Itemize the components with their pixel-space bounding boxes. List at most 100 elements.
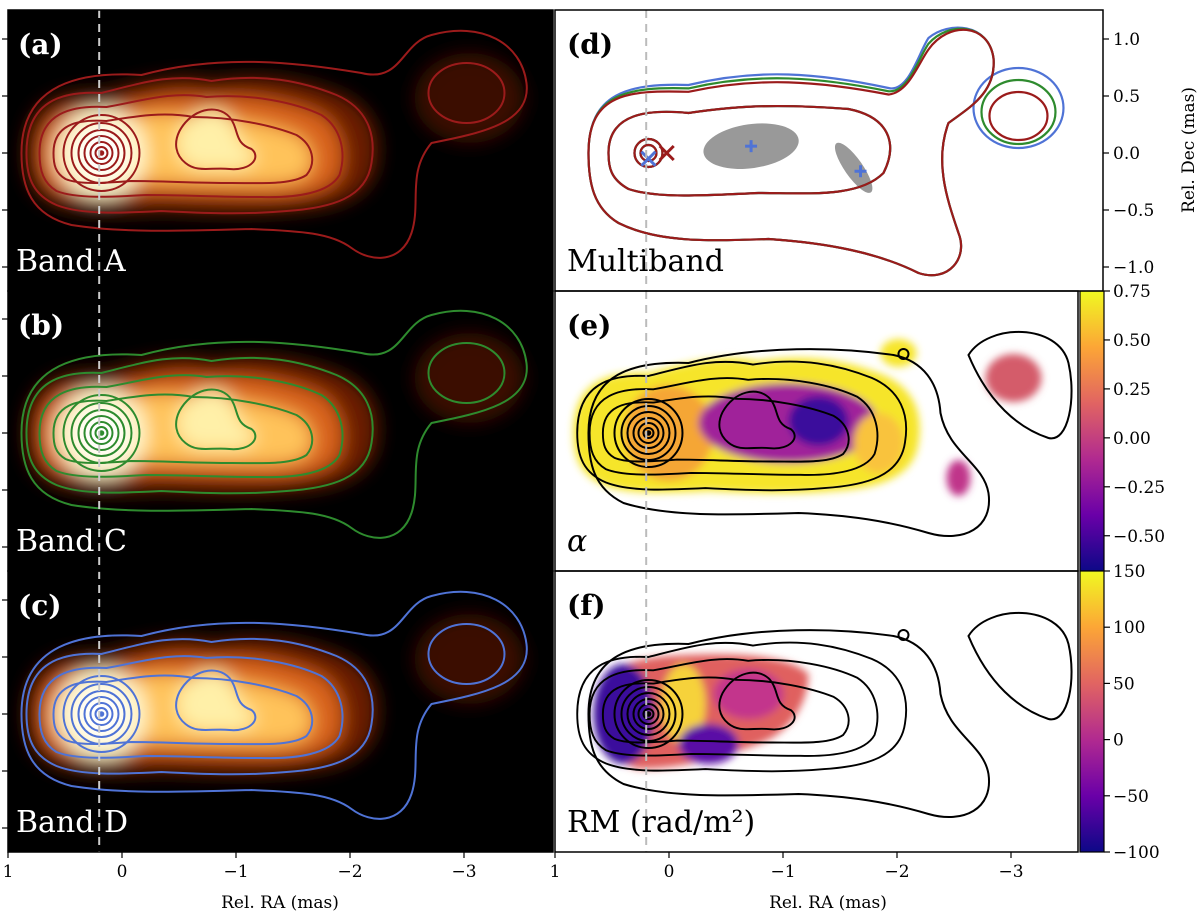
dec-tick-label: −0.5 — [1113, 201, 1154, 221]
dec-tick-label: 0.5 — [1113, 87, 1140, 107]
colorbar-gradient — [1079, 290, 1105, 572]
dec-tick-label: 1.0 — [1113, 30, 1140, 50]
contour-outer — [587, 629, 990, 819]
contour-faint-blob — [980, 78, 1057, 146]
colorbar-e: 0.75 0.50 0.25 0.00 −0.25 −0.50 — [1079, 282, 1165, 572]
colorbar-gradient — [1079, 570, 1105, 853]
contour-core-0 — [62, 114, 141, 192]
dec-axis-label: Rel. Dec (mas) — [1179, 87, 1199, 213]
ra-tick-label: 1 — [550, 862, 561, 882]
contour-core-3 — [83, 415, 120, 451]
contours — [576, 611, 1073, 819]
contour-core-4 — [89, 421, 114, 445]
contour-core-2 — [77, 129, 126, 177]
band-label: Band C — [16, 524, 127, 559]
map-region — [678, 724, 739, 764]
dec-tick-label: 0.0 — [1113, 144, 1140, 164]
contour-core-3 — [632, 417, 665, 449]
core-dot — [98, 150, 105, 156]
contour-outer — [587, 348, 990, 538]
panel-label: (a) — [18, 28, 63, 61]
panel-b: (b) Band C — [8, 291, 553, 571]
panel-label: (b) — [18, 309, 64, 342]
colorbar-f: 150 100 50 0 −50 −100 — [1079, 562, 1160, 863]
ra-tick-label: −1 — [770, 862, 795, 882]
colorbar-tick-label: 0 — [1113, 731, 1124, 751]
ra-axis-label: Rel. RA (mas) — [221, 893, 339, 913]
map-region — [788, 396, 849, 446]
band-label: Band D — [16, 805, 128, 840]
map-region — [853, 413, 904, 473]
panel-d: (d) Multiband — [555, 10, 1103, 291]
contours — [20, 29, 528, 259]
contour-faint-blob — [967, 611, 1073, 721]
glow-faint-blob — [414, 614, 525, 704]
contour-core-4 — [637, 422, 660, 444]
contour-core-5 — [94, 707, 109, 721]
colorbar-tick-label: 100 — [1113, 618, 1145, 638]
core-dot — [98, 711, 105, 717]
contour-core-0 — [613, 679, 684, 749]
component-marker — [854, 165, 867, 178]
band-label: Multiband — [567, 244, 724, 279]
ra-tick-label: −2 — [337, 862, 362, 882]
panel-c: (c) Band D — [8, 571, 553, 852]
contour-faint-blob — [967, 330, 1073, 440]
contours — [576, 330, 1073, 538]
contours — [20, 309, 528, 539]
panel-label: (d) — [567, 28, 613, 61]
glow-faint-blob — [414, 53, 525, 143]
contour-core-3 — [632, 698, 665, 730]
ra-axis-label: Rel. RA (mas) — [769, 893, 887, 913]
component-ellipse — [834, 142, 873, 193]
contour-core-0 — [62, 394, 141, 472]
contour-small-ring — [897, 629, 910, 641]
map-region — [661, 664, 706, 744]
band-label: Band A — [16, 244, 126, 279]
contour-faint-blob — [427, 623, 506, 685]
contour-core-2 — [77, 409, 126, 457]
left-frame — [7, 570, 554, 853]
contour-core-3 — [83, 696, 120, 732]
contour-core-0 — [613, 398, 684, 468]
ra-tick-label: −3 — [451, 862, 476, 882]
contour-faint-blob — [972, 66, 1065, 150]
ra-tick-label: 0 — [117, 862, 128, 882]
colorbar-tick-label: 0.50 — [1113, 331, 1151, 351]
colorbar-tick-label: 0.00 — [1113, 429, 1151, 449]
contour-outer — [20, 309, 528, 539]
map-region — [713, 669, 784, 719]
contour-core-0 — [62, 675, 141, 753]
contour-core-5 — [642, 427, 655, 439]
panel-f: (f) RM (rad/m²) — [555, 571, 1078, 852]
contour-core-2 — [77, 690, 126, 738]
contours — [20, 590, 528, 820]
contour-core-4 — [89, 141, 114, 165]
contour-faint-blob — [988, 90, 1049, 142]
contour-faint-blob — [427, 62, 506, 124]
contour-outer — [587, 28, 995, 277]
contour-core-4 — [637, 703, 660, 725]
contour-core-3 — [83, 135, 120, 171]
colorbar-tick-label: 150 — [1113, 562, 1145, 582]
contour-core-1 — [70, 402, 133, 464]
map-region — [946, 460, 971, 496]
component-marker — [745, 140, 758, 153]
core-dot — [645, 711, 652, 717]
core-dot — [645, 430, 652, 436]
panel-e: (e) α — [555, 291, 1078, 571]
contour-core-2 — [626, 692, 671, 736]
marker-stroke — [640, 150, 657, 167]
colorbar-tick-label: −50 — [1113, 787, 1149, 807]
glow-faint-blob — [414, 333, 525, 423]
right-frame — [554, 570, 1079, 853]
contour-core-1 — [70, 683, 133, 745]
ra-tick-label: −3 — [998, 862, 1023, 882]
contour-small-ring — [897, 348, 910, 360]
contour-core-4 — [89, 702, 114, 726]
contour-core-1 — [620, 686, 677, 742]
contour-outer — [20, 590, 528, 820]
colorbar-tick-label: 0.75 — [1113, 282, 1151, 302]
panel-label: (c) — [18, 589, 62, 622]
dec-tick-label: −1.0 — [1113, 258, 1154, 278]
